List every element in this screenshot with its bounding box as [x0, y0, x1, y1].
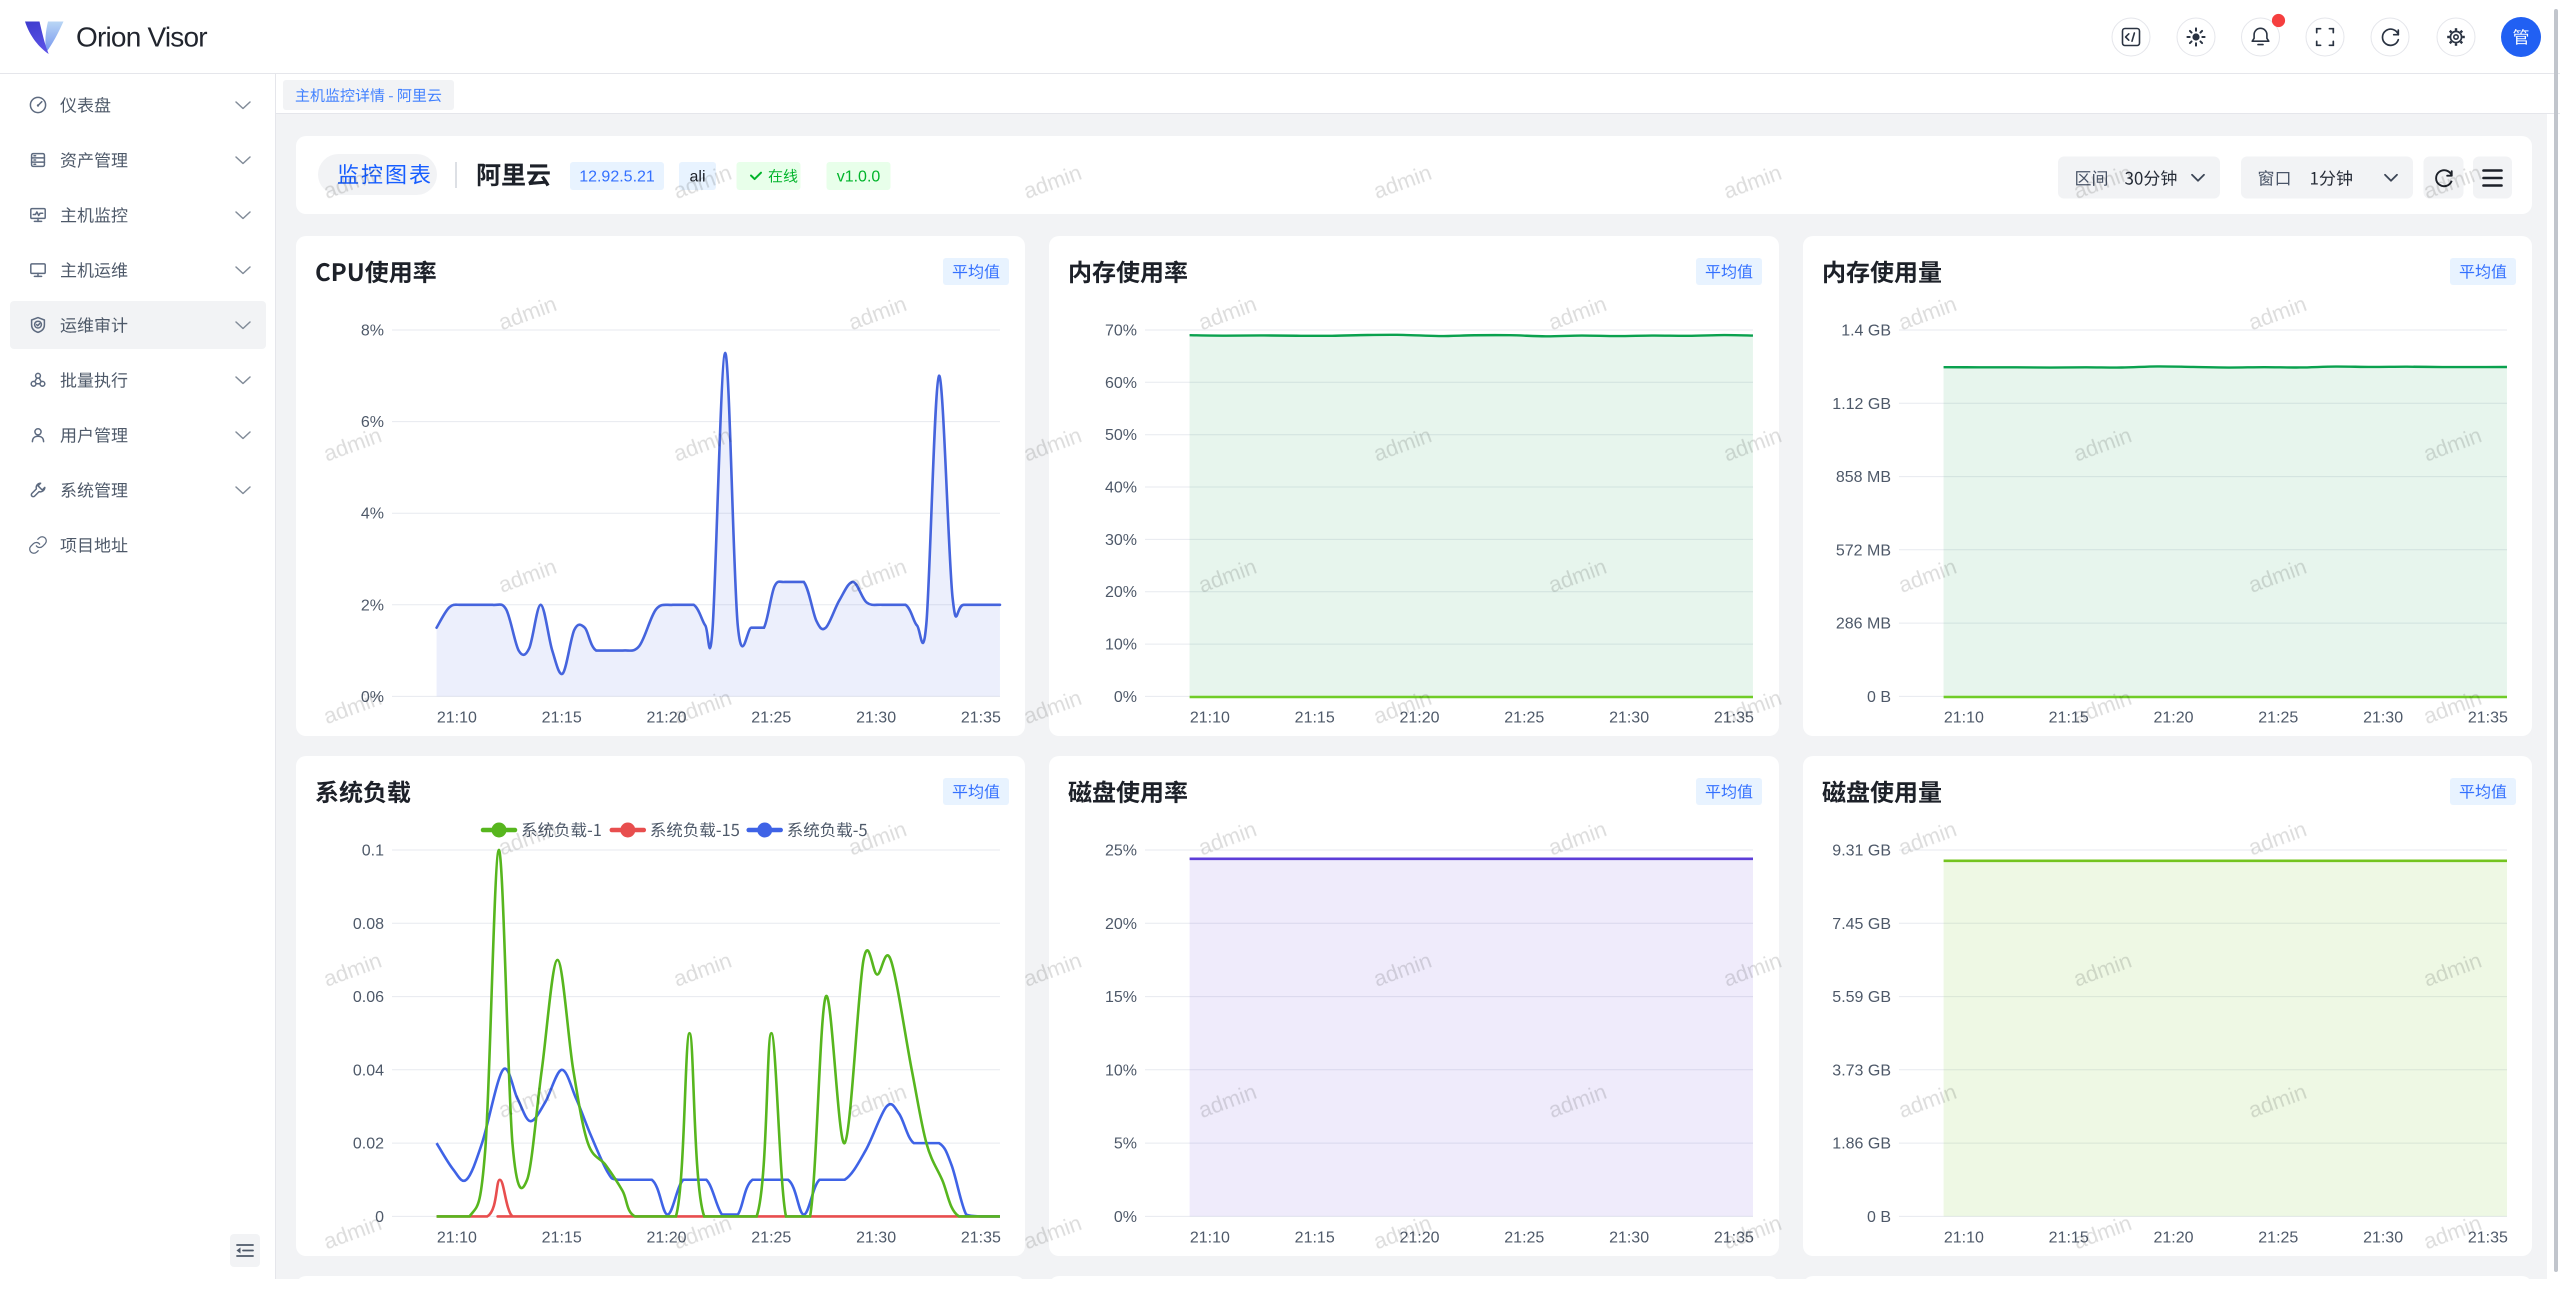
- svg-text:21:15: 21:15: [542, 1230, 582, 1247]
- svg-text:4%: 4%: [361, 506, 384, 523]
- svg-text:12.92.5.21: 12.92.5.21: [579, 169, 655, 186]
- svg-text:0.06: 0.06: [353, 989, 384, 1006]
- svg-text:21:10: 21:10: [1944, 710, 1984, 727]
- svg-text:21:30: 21:30: [856, 1230, 896, 1247]
- svg-text:572 MB: 572 MB: [1836, 542, 1891, 559]
- svg-text:3.73 GB: 3.73 GB: [1832, 1062, 1891, 1079]
- svg-text:21:10: 21:10: [1190, 1230, 1230, 1247]
- svg-text:10%: 10%: [1105, 1062, 1137, 1079]
- svg-text:21:10: 21:10: [437, 710, 477, 727]
- svg-text:ali: ali: [689, 169, 705, 186]
- svg-text:40%: 40%: [1105, 480, 1137, 497]
- svg-text:8%: 8%: [361, 323, 384, 340]
- svg-text:0 B: 0 B: [1867, 1209, 1891, 1226]
- svg-text:21:10: 21:10: [437, 1230, 477, 1247]
- svg-text:Orion Visor: Orion Visor: [76, 22, 207, 53]
- svg-text:21:20: 21:20: [2153, 710, 2193, 727]
- svg-text:21:15: 21:15: [542, 710, 582, 727]
- svg-text:21:20: 21:20: [2153, 1230, 2193, 1247]
- svg-text:25%: 25%: [1105, 843, 1137, 860]
- svg-text:30%: 30%: [1105, 532, 1137, 549]
- svg-text:0.02: 0.02: [353, 1136, 384, 1153]
- svg-text:20%: 20%: [1105, 584, 1137, 601]
- svg-text:0.04: 0.04: [353, 1062, 384, 1079]
- svg-text:21:30: 21:30: [1609, 710, 1649, 727]
- svg-text:0%: 0%: [361, 689, 384, 706]
- svg-text:21:25: 21:25: [2258, 710, 2298, 727]
- svg-text:9.31 GB: 9.31 GB: [1832, 843, 1891, 860]
- svg-text:5.59 GB: 5.59 GB: [1832, 989, 1891, 1006]
- svg-text:0.1: 0.1: [362, 843, 384, 860]
- svg-text:21:15: 21:15: [1295, 1230, 1335, 1247]
- svg-text:21:35: 21:35: [2468, 1230, 2508, 1247]
- svg-text:21:35: 21:35: [2468, 710, 2508, 727]
- svg-text:286 MB: 286 MB: [1836, 616, 1891, 633]
- svg-text:21:25: 21:25: [2258, 1230, 2298, 1247]
- svg-text:0%: 0%: [1114, 1209, 1137, 1226]
- svg-text:21:10: 21:10: [1944, 1230, 1984, 1247]
- svg-text:21:30: 21:30: [856, 710, 896, 727]
- svg-text:21:25: 21:25: [751, 1230, 791, 1247]
- svg-text:20%: 20%: [1105, 916, 1137, 933]
- svg-text:0: 0: [375, 1209, 384, 1226]
- svg-text:21:15: 21:15: [2048, 1230, 2088, 1247]
- svg-text:5%: 5%: [1114, 1136, 1137, 1153]
- svg-text:21:20: 21:20: [646, 710, 686, 727]
- svg-text:21:25: 21:25: [1505, 1230, 1545, 1247]
- svg-text:1.12 GB: 1.12 GB: [1832, 396, 1891, 413]
- svg-text:21:25: 21:25: [751, 710, 791, 727]
- svg-text:0.08: 0.08: [353, 916, 384, 933]
- svg-text:21:25: 21:25: [1505, 710, 1545, 727]
- svg-text:21:10: 21:10: [1190, 710, 1230, 727]
- svg-text:21:35: 21:35: [1714, 710, 1754, 727]
- svg-text:858 MB: 858 MB: [1836, 469, 1891, 486]
- svg-text:21:35: 21:35: [961, 1230, 1001, 1247]
- svg-text:21:30: 21:30: [2363, 1230, 2403, 1247]
- svg-text:50%: 50%: [1105, 427, 1137, 444]
- svg-text:21:15: 21:15: [1295, 710, 1335, 727]
- svg-text:70%: 70%: [1105, 323, 1137, 340]
- svg-text:21:30: 21:30: [1609, 1230, 1649, 1247]
- svg-text:21:35: 21:35: [1714, 1230, 1754, 1247]
- svg-text:6%: 6%: [361, 414, 384, 431]
- svg-text:21:15: 21:15: [2048, 710, 2088, 727]
- svg-text:1.4 GB: 1.4 GB: [1841, 323, 1891, 340]
- svg-text:15%: 15%: [1105, 989, 1137, 1006]
- svg-text:21:20: 21:20: [1400, 1230, 1440, 1247]
- svg-text:0%: 0%: [1114, 689, 1137, 706]
- svg-text:21:35: 21:35: [961, 710, 1001, 727]
- svg-text:7.45 GB: 7.45 GB: [1832, 916, 1891, 933]
- svg-text:10%: 10%: [1105, 637, 1137, 654]
- svg-text:21:20: 21:20: [646, 1230, 686, 1247]
- svg-text:21:20: 21:20: [1400, 710, 1440, 727]
- svg-text:2%: 2%: [361, 597, 384, 614]
- svg-text:60%: 60%: [1105, 375, 1137, 392]
- svg-text:21:30: 21:30: [2363, 710, 2403, 727]
- svg-text:1.86 GB: 1.86 GB: [1832, 1136, 1891, 1153]
- svg-text:0 B: 0 B: [1867, 689, 1891, 706]
- svg-text:v1.0.0: v1.0.0: [837, 169, 881, 186]
